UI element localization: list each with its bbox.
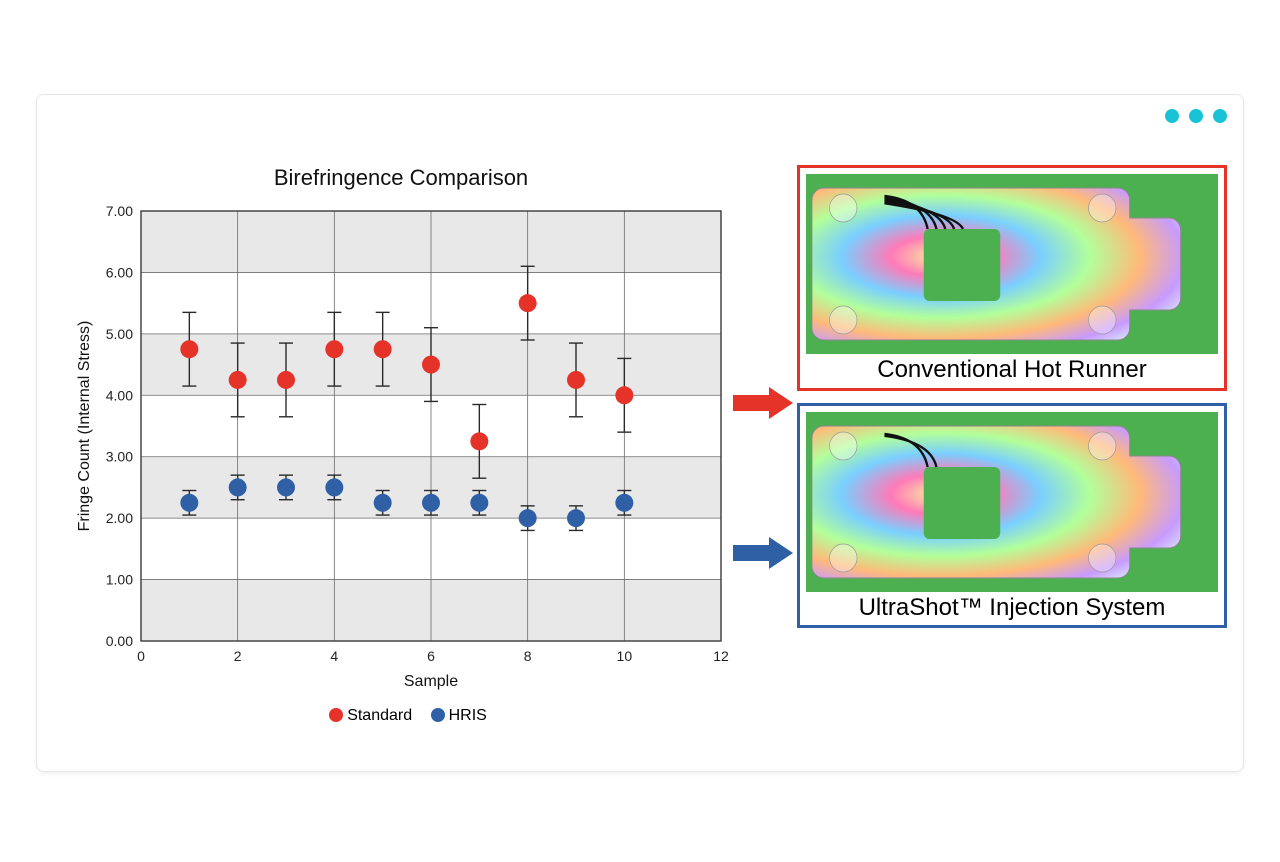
birefringence-image-conventional — [806, 174, 1218, 354]
arrow-icon-blue — [733, 535, 793, 571]
svg-text:10: 10 — [617, 648, 633, 664]
svg-text:Fringe Count (Internal Stress): Fringe Count (Internal Stress) — [76, 321, 93, 532]
legend-label-standard: Standard — [347, 707, 412, 724]
scatter-chart: 0 2 4 6 8 10 12 0.00 1.00 2.00 3.00 4.00 5.00 6.00 7.0… — [71, 201, 731, 701]
svg-text:0: 0 — [137, 648, 145, 664]
svg-text:2: 2 — [234, 648, 242, 664]
svg-text:Sample: Sample — [404, 673, 458, 690]
panel-conventional: Conventional Hot Runner — [797, 165, 1227, 391]
chart-region: Birefringence Comparison 0 2 4 6 8 10 12 0.00 1.… — [71, 165, 731, 745]
chart-title: Birefringence Comparison — [71, 165, 731, 191]
image-panels: Conventional Hot Runner UltraShot™ Injec… — [797, 165, 1227, 640]
svg-text:6: 6 — [427, 648, 435, 664]
dot-icon — [1189, 109, 1203, 123]
birefringence-image-ultrashot — [806, 412, 1218, 592]
svg-text:6.00: 6.00 — [106, 264, 133, 280]
svg-text:12: 12 — [713, 648, 729, 664]
svg-text:3.00: 3.00 — [106, 449, 133, 465]
svg-text:4: 4 — [330, 648, 338, 664]
dot-icon — [1165, 109, 1179, 123]
window-dots — [1165, 109, 1227, 123]
svg-text:2.00: 2.00 — [106, 510, 133, 526]
legend-dot-standard — [329, 708, 343, 722]
legend-dot-hris — [431, 708, 445, 722]
panel-ultrashot: UltraShot™ Injection System — [797, 403, 1227, 629]
svg-text:7.00: 7.00 — [106, 203, 133, 219]
content-card: Birefringence Comparison 0 2 4 6 8 10 12 0.00 1.… — [36, 94, 1244, 772]
panel-caption-ultrashot: UltraShot™ Injection System — [806, 594, 1218, 622]
arrow-icon-red — [733, 385, 793, 421]
svg-text:1.00: 1.00 — [106, 572, 133, 588]
svg-text:4.00: 4.00 — [106, 387, 133, 403]
chart-legend: Standard HRIS — [71, 707, 731, 725]
svg-text:0.00: 0.00 — [106, 633, 133, 649]
svg-text:5.00: 5.00 — [106, 326, 133, 342]
svg-text:8: 8 — [524, 648, 532, 664]
dot-icon — [1213, 109, 1227, 123]
panel-caption-conventional: Conventional Hot Runner — [806, 356, 1218, 384]
legend-label-hris: HRIS — [449, 707, 487, 724]
